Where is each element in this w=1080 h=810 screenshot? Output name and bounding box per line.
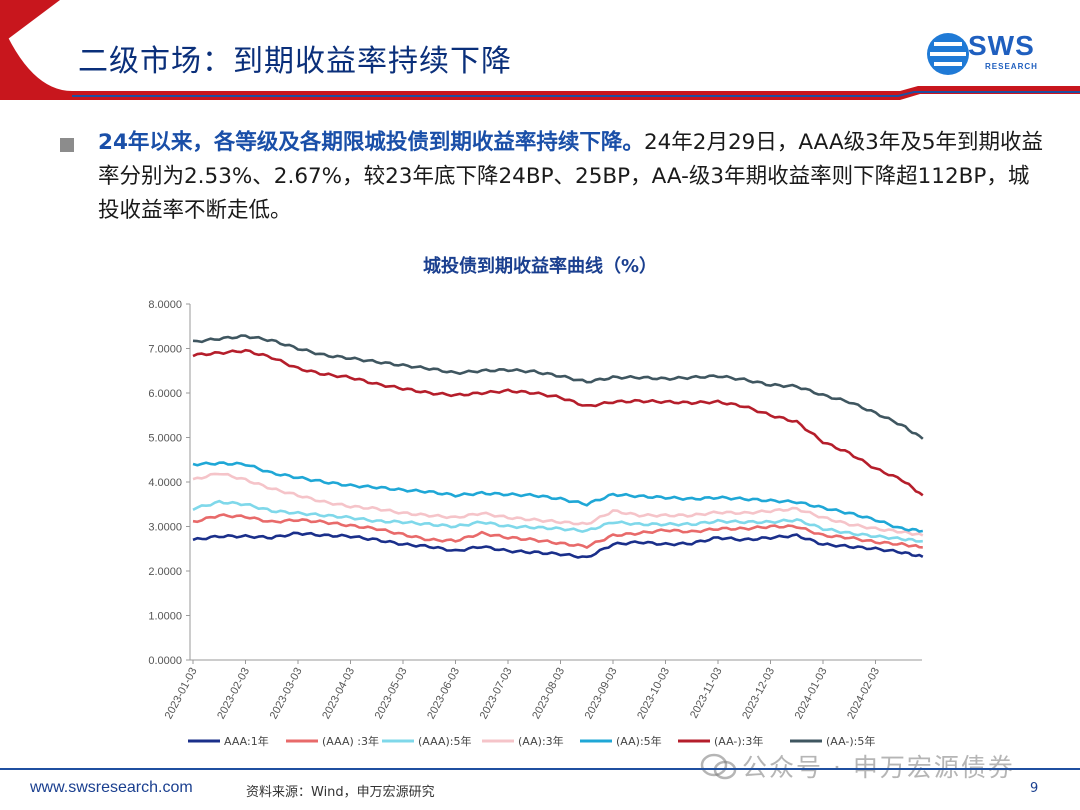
- footer-source: 资料来源：Wind，申万宏源研究: [246, 785, 435, 800]
- header-white-panel: [0, 0, 1080, 91]
- x-tick-label: 2023-09-03: [583, 666, 620, 721]
- y-tick-label: 3.0000: [148, 522, 182, 534]
- chart-title: 城投债到期收益率曲线（%）: [422, 256, 658, 277]
- x-tick-label: 2023-07-03: [478, 666, 515, 721]
- x-tick-label: 2024-02-03: [845, 666, 882, 721]
- x-tick-label: 2023-12-03: [740, 666, 777, 721]
- bullet-highlight: 24年以来，各等级及各期限城投债到期收益率持续下降。: [98, 130, 644, 155]
- x-tick-label: 2023-08-03: [530, 666, 567, 721]
- series-line: [192, 461, 923, 533]
- page-number: 9: [1030, 781, 1039, 796]
- legend-label: (AA):3年: [518, 734, 564, 748]
- legend-label: (AA-):3年: [714, 734, 763, 748]
- series-line: [192, 334, 924, 440]
- legend-label: (AAA):5年: [418, 734, 471, 748]
- footer-url-link[interactable]: www.swsresearch.com: [30, 779, 193, 796]
- y-tick-label: 4.0000: [148, 477, 182, 489]
- watermark-label: 公众号 · 申万宏源债券: [742, 753, 1015, 782]
- bullet-body: 24年2月29日，AAA级3年及5年到期收益率分别为2.53%、2.67%，较2…: [98, 130, 1044, 223]
- watermark-text: 公众号 · 申万宏源债券: [742, 748, 1015, 784]
- x-tick-label: 2023-04-03: [320, 666, 357, 721]
- legend-label: (AA):5年: [616, 734, 662, 748]
- y-tick-label: 6.0000: [148, 388, 182, 400]
- wechat-icon: [700, 753, 737, 780]
- y-tick-label: 0.0000: [148, 655, 182, 667]
- bullet-paragraph: 24年以来，各等级及各期限城投债到期收益率持续下降。24年2月29日，AAA级3…: [98, 126, 1048, 228]
- y-tick-label: 2.0000: [148, 566, 182, 578]
- header-blue-line: [72, 91, 1080, 97]
- legend-label: AAA:1年: [224, 734, 269, 748]
- sws-logo: [927, 33, 969, 75]
- series-line: [192, 499, 923, 543]
- x-tick-label: 2023-01-03: [163, 666, 200, 721]
- x-tick-label: 2023-11-03: [688, 666, 725, 721]
- x-tick-label: 2023-06-03: [425, 666, 462, 721]
- logo-text: SWS: [968, 30, 1035, 61]
- y-tick-label: 8.0000: [148, 299, 182, 311]
- series-line: [192, 472, 924, 537]
- slide-header: [0, 0, 1080, 100]
- x-tick-label: 2023-02-03: [215, 666, 252, 721]
- y-tick-label: 1.0000: [148, 611, 182, 623]
- x-tick-label: 2023-10-03: [635, 666, 672, 721]
- footer-divider: [0, 768, 1080, 770]
- x-tick-label: 2023-03-03: [268, 666, 305, 721]
- page-title: 二级市场：到期收益率持续下降: [78, 44, 512, 79]
- logo-subtext: RESEARCH: [985, 62, 1038, 71]
- legend-label: (AAA) :3年: [322, 734, 379, 748]
- series-line: [192, 513, 923, 549]
- y-tick-label: 7.0000: [148, 344, 182, 356]
- header-red-swoosh: [0, 0, 60, 45]
- x-tick-label: 2023-05-03: [373, 666, 410, 721]
- y-tick-label: 5.0000: [148, 433, 182, 445]
- series-line: [192, 531, 924, 559]
- series-line: [192, 348, 924, 497]
- bullet-square-icon: [60, 138, 74, 152]
- x-tick-label: 2024-01-03: [793, 666, 830, 721]
- legend-label: (AA-):5年: [826, 734, 875, 748]
- yield-curve-chart: 0.0000 1.0000 2.0000 3.0000 4.0000 5.0000 6.00…: [148, 299, 924, 748]
